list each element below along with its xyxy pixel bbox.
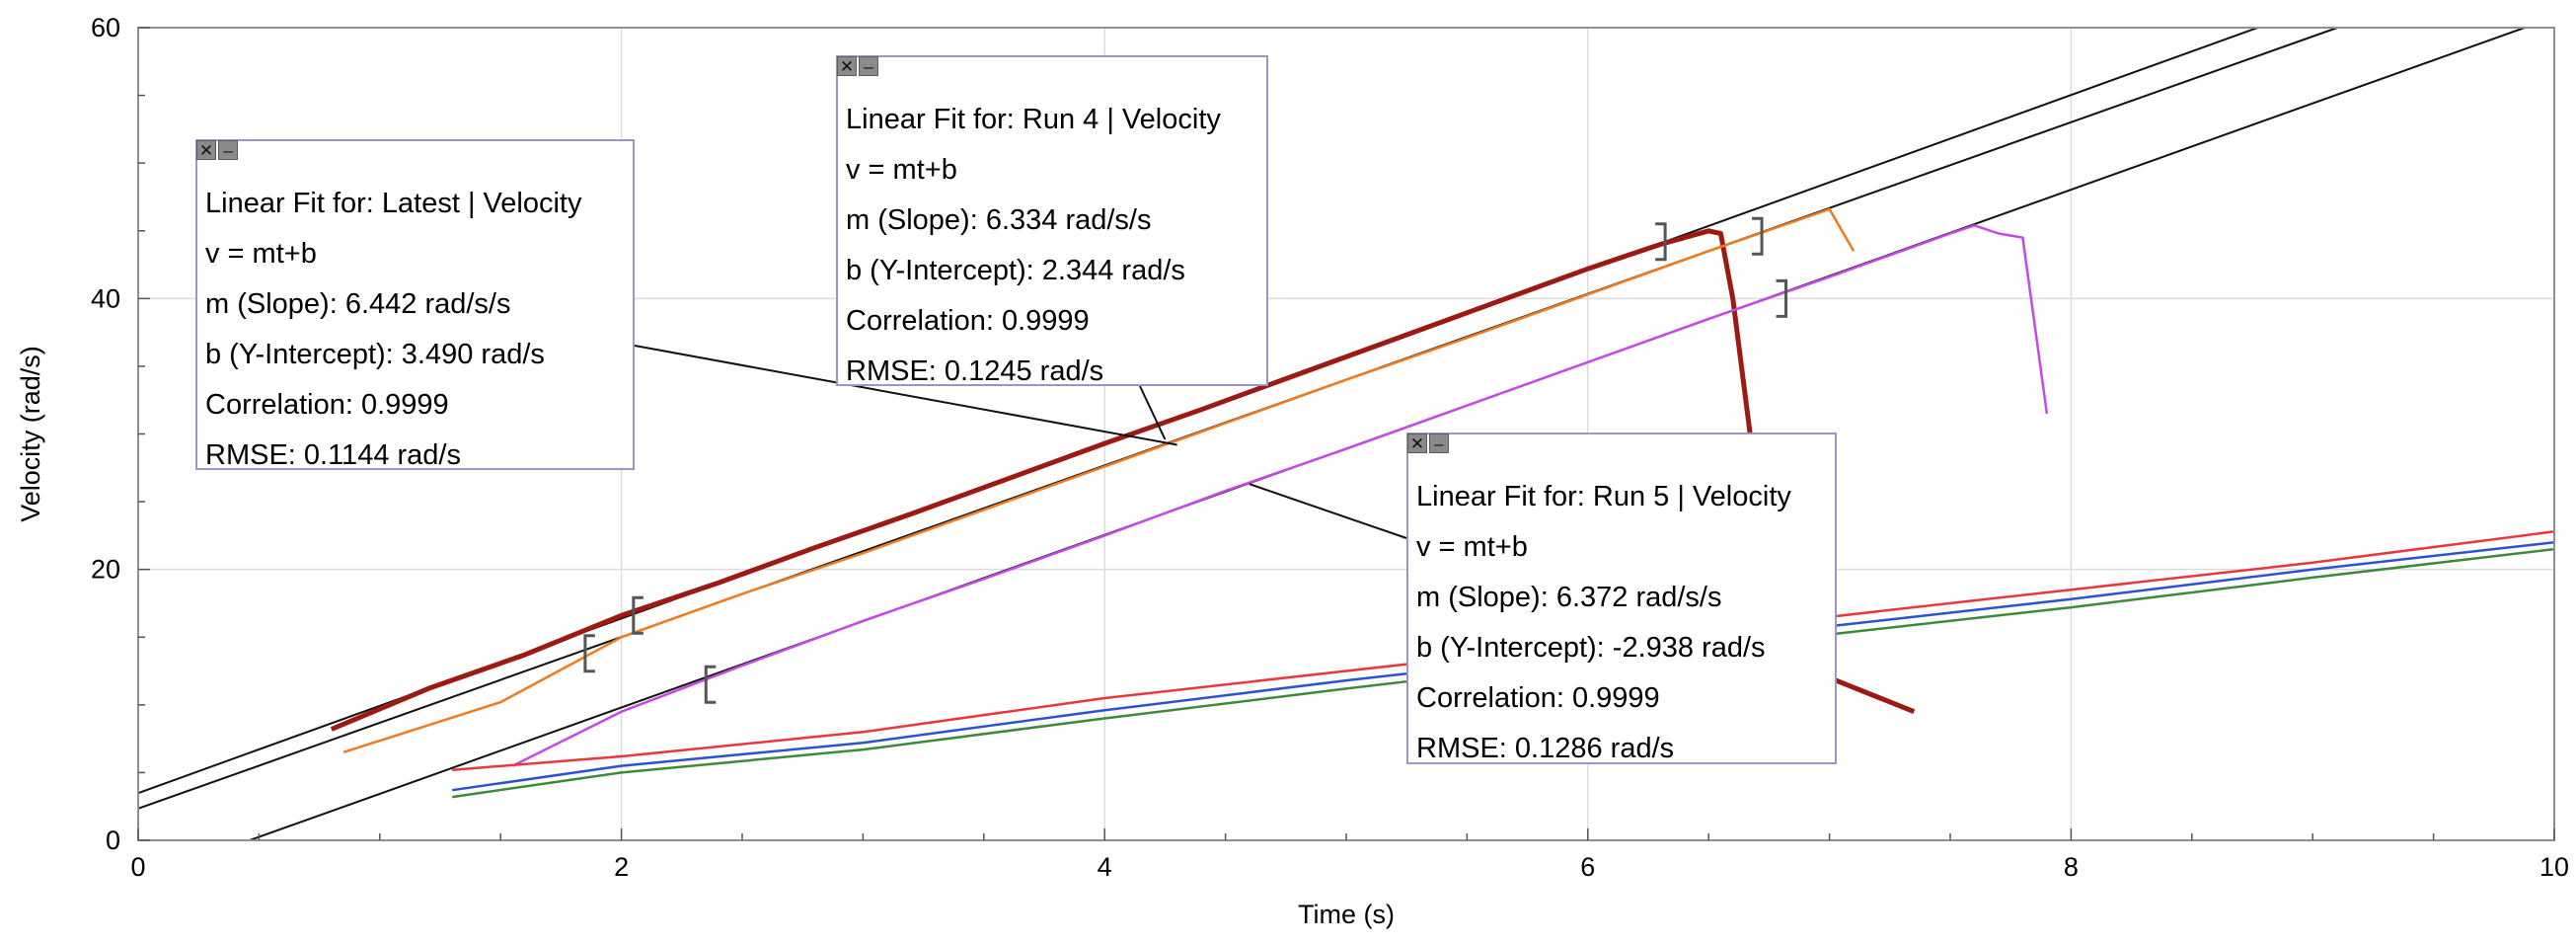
fit-leader-lines <box>634 345 1407 539</box>
fit-correlation: Correlation: 0.9999 <box>846 305 1090 337</box>
fit-range-brackets <box>583 216 1788 704</box>
range-bracket <box>1776 278 1788 318</box>
x-tick-label: 0 <box>130 852 145 882</box>
fit-title: Linear Fit for: Run 4 | Velocity <box>846 104 1221 135</box>
fit-title: Linear Fit for: Latest | Velocity <box>205 188 582 219</box>
minimize-icon[interactable]: – <box>218 140 238 160</box>
fit-rmse: RMSE: 0.1286 rad/s <box>1416 733 1675 764</box>
fit-correlation: Correlation: 0.9999 <box>1416 682 1660 714</box>
fit-intercept: b (Y-Intercept): 2.344 rad/s <box>846 255 1185 286</box>
leader-line <box>1139 385 1167 440</box>
series-line <box>511 224 2049 767</box>
y-tick-label: 60 <box>91 13 120 42</box>
y-tick-label: 20 <box>91 555 120 585</box>
fit-box-run-4[interactable]: ✕ – Linear Fit for: Run 4 | Velocity v =… <box>836 55 1268 387</box>
fit-rmse: RMSE: 0.1144 rad/s <box>205 439 461 471</box>
fit-rmse: RMSE: 0.1245 rad/s <box>846 355 1104 387</box>
range-bracket <box>632 595 644 635</box>
fit-slope: m (Slope): 6.372 rad/s/s <box>1416 582 1722 613</box>
leader-line <box>1249 483 1407 539</box>
x-tick-labels: 0 2 4 6 8 10 <box>130 852 2569 882</box>
range-bracket <box>583 634 595 673</box>
close-icon[interactable]: ✕ <box>196 140 216 160</box>
fit-box-controls: ✕ – <box>196 140 240 160</box>
x-tick-label: 4 <box>1098 852 1112 882</box>
y-tick-label: 0 <box>106 826 120 855</box>
y-axis-title: Velocity (rad/s) <box>16 346 45 522</box>
fit-box-run-5[interactable]: ✕ – Linear Fit for: Run 5 | Velocity v =… <box>1406 433 1837 764</box>
range-bracket <box>1752 216 1764 256</box>
fit-correlation: Correlation: 0.9999 <box>205 389 449 421</box>
x-tick-label: 2 <box>614 852 629 882</box>
y-tick-labels: 0 20 40 60 <box>91 13 120 855</box>
fit-box-controls: ✕ – <box>837 56 880 76</box>
fit-intercept: b (Y-Intercept): -2.938 rad/s <box>1416 632 1766 664</box>
axis-ticks <box>137 27 2555 841</box>
fit-box-latest[interactable]: ✕ – Linear Fit for: Latest | Velocity v … <box>195 139 635 471</box>
x-tick-label: 8 <box>2064 852 2079 882</box>
x-axis-title: Time (s) <box>1298 900 1395 929</box>
series-line <box>330 228 1916 732</box>
y-tick-label: 40 <box>91 283 120 313</box>
leader-line <box>634 345 1177 446</box>
x-tick-label: 6 <box>1580 852 1595 882</box>
range-bracket <box>1655 222 1667 262</box>
close-icon[interactable]: ✕ <box>837 56 857 76</box>
fit-slope: m (Slope): 6.334 rad/s/s <box>846 204 1152 236</box>
minimize-icon[interactable]: – <box>1429 433 1449 453</box>
fit-intercept: b (Y-Intercept): 3.490 rad/s <box>205 339 545 370</box>
fit-equation: v = mt+b <box>205 238 317 270</box>
series-line <box>342 207 1856 753</box>
range-bracket <box>704 665 717 704</box>
fit-equation: v = mt+b <box>846 154 957 186</box>
minimize-icon[interactable]: – <box>859 56 878 76</box>
fit-equation: v = mt+b <box>1416 531 1528 563</box>
close-icon[interactable]: ✕ <box>1407 433 1427 453</box>
x-tick-label: 10 <box>2539 852 2569 882</box>
fit-box-controls: ✕ – <box>1407 433 1451 453</box>
fit-slope: m (Slope): 6.442 rad/s/s <box>205 288 511 320</box>
fit-title: Linear Fit for: Run 5 | Velocity <box>1416 481 1791 512</box>
